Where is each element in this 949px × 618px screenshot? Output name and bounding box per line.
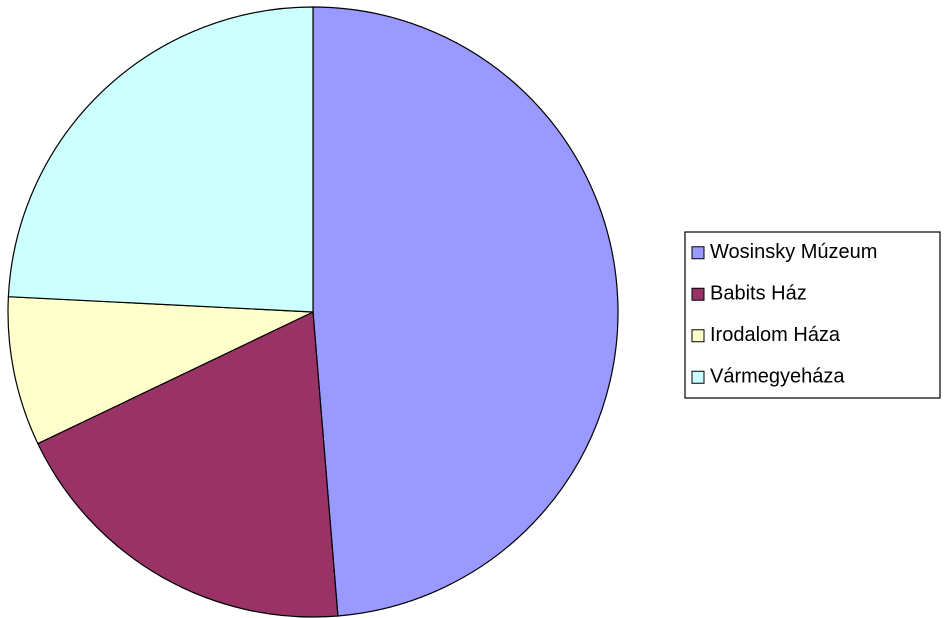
pie-slice <box>37 311 339 618</box>
legend-swatch <box>691 329 705 343</box>
legend-swatch <box>691 287 705 301</box>
pie-slice <box>7 296 314 445</box>
pie-slice <box>7 6 314 313</box>
legend-swatch <box>691 246 705 260</box>
legend: Wosinsky Múzeum Babits Ház Irodalom Háza Vá… <box>684 231 941 399</box>
legend-label: Babits Ház <box>710 283 807 305</box>
legend-box <box>684 231 941 399</box>
legend-label: Wosinsky Múzeum <box>710 241 877 263</box>
legend-swatch <box>691 370 705 384</box>
legend-label: Irodalom Háza <box>710 324 841 346</box>
legend-label: Vármegyeháza <box>710 366 845 388</box>
pie-slice <box>312 6 619 617</box>
